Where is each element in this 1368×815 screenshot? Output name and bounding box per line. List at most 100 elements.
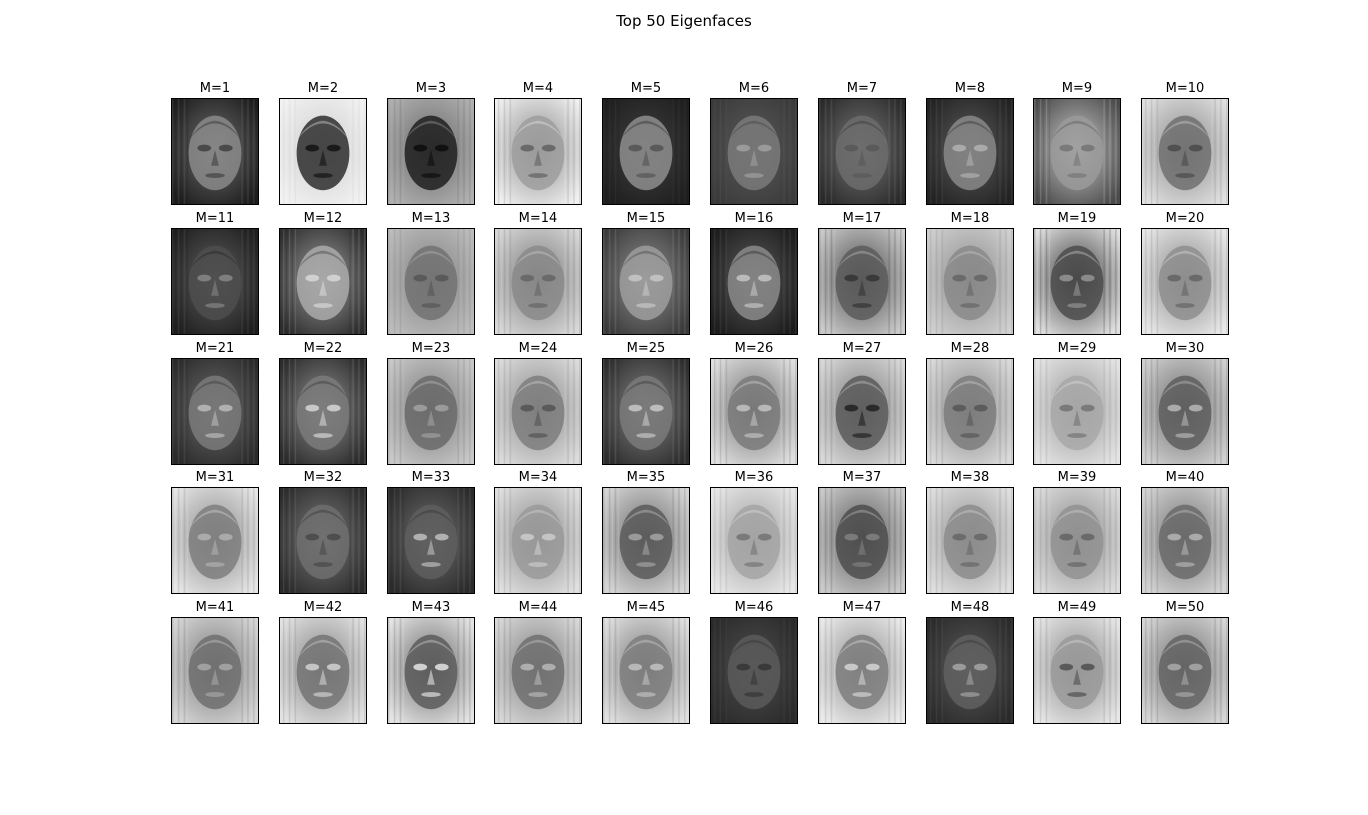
- eigenface-image: [926, 358, 1014, 465]
- eigenface-image: [279, 358, 367, 465]
- eigenface-image: [1141, 228, 1229, 335]
- eigenface-image: [710, 228, 798, 335]
- eigenface-image: [279, 98, 367, 205]
- eigenface-image: [926, 487, 1014, 594]
- eigenface-image: [602, 358, 690, 465]
- eigenface-image: [1033, 487, 1121, 594]
- eigenface-image: [494, 487, 582, 594]
- panel-title: M=18: [950, 211, 990, 226]
- eigenface-image: [602, 228, 690, 335]
- panel-title: M=44: [518, 600, 558, 615]
- panel-title: M=25: [626, 341, 666, 356]
- eigenface-image: [494, 98, 582, 205]
- eigenface-image: [1033, 358, 1121, 465]
- panel-title: M=27: [842, 341, 882, 356]
- panel-title: M=41: [195, 600, 235, 615]
- eigenface-image: [926, 617, 1014, 724]
- eigenface-image: [1141, 617, 1229, 724]
- eigenface-image: [818, 228, 906, 335]
- panel-title: M=34: [518, 470, 558, 485]
- panel-title: M=6: [738, 81, 770, 96]
- panel-title: M=49: [1057, 600, 1097, 615]
- eigenface-image: [710, 487, 798, 594]
- panel-title: M=11: [195, 211, 235, 226]
- panel-title: M=13: [411, 211, 451, 226]
- eigenface-image: [171, 228, 259, 335]
- eigenface-image: [279, 228, 367, 335]
- eigenface-image: [171, 487, 259, 594]
- panel-title: M=40: [1165, 470, 1205, 485]
- panel-title: M=28: [950, 341, 990, 356]
- eigenface-image: [1141, 358, 1229, 465]
- figure-title: Top 50 Eigenfaces: [616, 12, 752, 30]
- eigenface-image: [171, 358, 259, 465]
- panel-title: M=14: [518, 211, 558, 226]
- panel-title: M=19: [1057, 211, 1097, 226]
- panel-title: M=15: [626, 211, 666, 226]
- panel-title: M=17: [842, 211, 882, 226]
- eigenface-image: [387, 228, 475, 335]
- panel-title: M=7: [846, 81, 878, 96]
- panel-title: M=1: [199, 81, 231, 96]
- eigenface-image: [387, 98, 475, 205]
- eigenface-image: [602, 617, 690, 724]
- eigenface-image: [926, 98, 1014, 205]
- panel-title: M=32: [303, 470, 343, 485]
- eigenface-image: [710, 617, 798, 724]
- eigenface-image: [171, 98, 259, 205]
- eigenface-image: [387, 617, 475, 724]
- panel-title: M=23: [411, 341, 451, 356]
- panel-title: M=9: [1061, 81, 1093, 96]
- panel-title: M=31: [195, 470, 235, 485]
- panel-title: M=22: [303, 341, 343, 356]
- eigenface-image: [1033, 617, 1121, 724]
- panel-title: M=35: [626, 470, 666, 485]
- eigenface-image: [818, 617, 906, 724]
- eigenface-image: [710, 358, 798, 465]
- panel-title: M=36: [734, 470, 774, 485]
- eigenface-image: [602, 487, 690, 594]
- panel-title: M=8: [954, 81, 986, 96]
- panel-title: M=12: [303, 211, 343, 226]
- panel-title: M=33: [411, 470, 451, 485]
- panel-title: M=20: [1165, 211, 1205, 226]
- panel-title: M=21: [195, 341, 235, 356]
- eigenface-image: [1033, 98, 1121, 205]
- panel-title: M=50: [1165, 600, 1205, 615]
- eigenface-image: [387, 358, 475, 465]
- panel-title: M=39: [1057, 470, 1097, 485]
- eigenface-image: [387, 487, 475, 594]
- eigenface-image: [818, 98, 906, 205]
- eigenface-image: [1141, 487, 1229, 594]
- panel-title: M=30: [1165, 341, 1205, 356]
- panel-title: M=24: [518, 341, 558, 356]
- eigenface-image: [494, 358, 582, 465]
- panel-title: M=3: [415, 81, 447, 96]
- eigenface-image: [279, 487, 367, 594]
- eigenface-image: [926, 228, 1014, 335]
- panel-title: M=37: [842, 470, 882, 485]
- eigenface-image: [494, 617, 582, 724]
- eigenface-image: [602, 98, 690, 205]
- panel-title: M=46: [734, 600, 774, 615]
- panel-title: M=42: [303, 600, 343, 615]
- eigenface-image: [1141, 98, 1229, 205]
- eigenface-image: [710, 98, 798, 205]
- panel-title: M=43: [411, 600, 451, 615]
- eigenface-image: [818, 487, 906, 594]
- panel-title: M=16: [734, 211, 774, 226]
- eigenface-image: [818, 358, 906, 465]
- panel-title: M=45: [626, 600, 666, 615]
- eigenface-image: [171, 617, 259, 724]
- panel-title: M=10: [1165, 81, 1205, 96]
- panel-title: M=4: [522, 81, 554, 96]
- eigenface-image: [279, 617, 367, 724]
- panel-title: M=47: [842, 600, 882, 615]
- eigenface-image: [1033, 228, 1121, 335]
- panel-title: M=38: [950, 470, 990, 485]
- panel-title: M=2: [307, 81, 339, 96]
- panel-title: M=48: [950, 600, 990, 615]
- panel-title: M=26: [734, 341, 774, 356]
- panel-title: M=29: [1057, 341, 1097, 356]
